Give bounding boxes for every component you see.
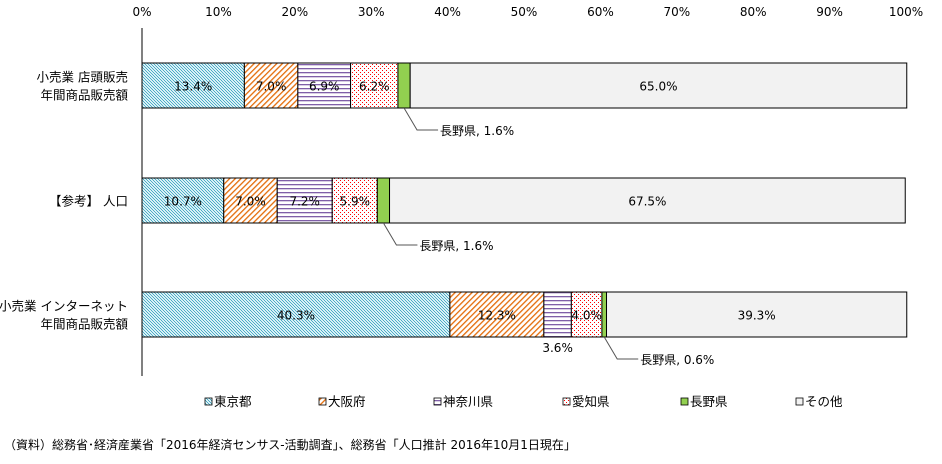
data-label: 67.5% <box>628 195 666 209</box>
legend-label: 愛知県 <box>572 394 610 409</box>
legend-swatch <box>204 397 213 406</box>
x-tick-label: 40% <box>434 5 461 19</box>
data-label: 7.0% <box>256 80 287 94</box>
data-label: 65.0% <box>639 80 677 94</box>
data-label: 長野県, 1.6% <box>419 239 493 253</box>
x-tick-label: 70% <box>663 5 690 19</box>
bar-segment-4 <box>376 177 391 224</box>
x-tick-label: 20% <box>281 5 308 19</box>
category-label: 年間商品販売額 <box>40 317 128 332</box>
callout-line <box>403 107 439 131</box>
x-tick-label: 0% <box>132 5 151 19</box>
data-label: 長野県, 0.6% <box>640 353 714 367</box>
data-label: 7.0% <box>235 195 266 209</box>
bar-segment-1 <box>243 62 299 109</box>
data-label: 5.9% <box>340 195 371 209</box>
bar-segment-5 <box>606 291 908 338</box>
category-label: 【参考】 人口 <box>49 194 128 209</box>
callout-line <box>382 222 418 246</box>
callout-line <box>603 336 639 360</box>
legend-label: 東京都 <box>214 394 252 409</box>
bar-segment-0 <box>141 291 451 338</box>
legend-swatch <box>795 397 804 406</box>
data-label: 39.3% <box>738 309 776 323</box>
bar-segment-0 <box>141 177 225 224</box>
x-tick-label: 10% <box>205 5 232 19</box>
data-label: 7.2% <box>289 195 320 209</box>
bar-segment-2 <box>543 291 572 338</box>
bar-segment-4 <box>601 291 608 338</box>
legend-swatch <box>680 397 689 406</box>
bar-segment-2 <box>297 62 352 109</box>
bar-segment-3 <box>331 177 378 224</box>
legend-swatch <box>562 397 571 406</box>
legend-label: 長野県 <box>690 394 728 409</box>
x-tick-label: 60% <box>587 5 614 19</box>
x-tick-label: 30% <box>358 5 385 19</box>
data-label: 40.3% <box>277 309 315 323</box>
data-label: 6.2% <box>359 80 390 94</box>
legend-label: 神奈川県 <box>443 394 493 409</box>
legend-label: 大阪府 <box>328 394 366 409</box>
category-label: 年間商品販売額 <box>40 88 128 103</box>
data-label: 12.3% <box>478 309 516 323</box>
legend-swatch <box>433 397 442 406</box>
x-tick-label: 90% <box>816 5 843 19</box>
data-label: 6.9% <box>309 80 340 94</box>
bar-segment-1 <box>449 291 545 338</box>
data-label: 4.0% <box>571 309 602 323</box>
bar-segment-5 <box>389 177 906 224</box>
category-label: 小売業 インターネット <box>0 299 128 314</box>
x-tick-label: 50% <box>511 5 538 19</box>
data-label: 長野県, 1.6% <box>440 124 514 138</box>
data-label: 13.4% <box>174 80 212 94</box>
legend-swatch <box>318 397 327 406</box>
x-tick-label: 80% <box>740 5 767 19</box>
data-label: 10.7% <box>164 195 202 209</box>
bar-segment-3 <box>570 291 603 338</box>
x-tick-label: 100% <box>889 5 923 19</box>
bar-segment-4 <box>397 62 411 109</box>
category-label: 小売業 店頭販売 <box>37 70 128 85</box>
data-label: 3.6% <box>542 341 573 355</box>
bar-segment-5 <box>409 62 908 109</box>
source-note: （資料）総務省･経済産業省「2016年経済センサス-活動調査」、総務省「人口推計… <box>4 438 576 452</box>
stacked-bar-chart: 0% 10% 20% 30% 40% 50% 60% 70% 80% 90% 100% 小売業 店頭販… <box>0 5 923 409</box>
legend-label: その他 <box>805 394 843 409</box>
